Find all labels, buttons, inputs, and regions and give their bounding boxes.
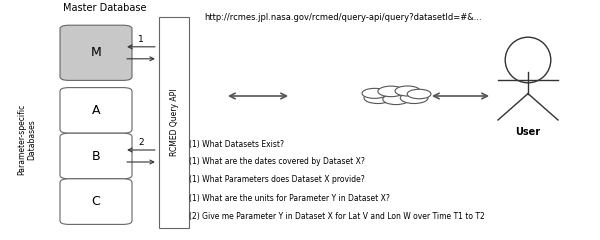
Text: A: A <box>92 104 100 117</box>
Text: http://rcmes.jpl.nasa.gov/rcmed/query-api/query?datasetId=#&...: http://rcmes.jpl.nasa.gov/rcmed/query-ap… <box>204 13 482 23</box>
Circle shape <box>378 86 404 97</box>
Circle shape <box>400 92 428 103</box>
Text: (1) What are the dates covered by Dataset X?: (1) What are the dates covered by Datase… <box>189 157 365 167</box>
Text: Parameter-specific
Databases: Parameter-specific Databases <box>17 104 37 175</box>
Circle shape <box>383 94 409 105</box>
Circle shape <box>395 86 420 96</box>
FancyBboxPatch shape <box>60 179 132 224</box>
Text: User: User <box>515 127 541 137</box>
Text: RCMED Query API: RCMED Query API <box>170 89 179 156</box>
Text: (1) What Parameters does Dataset X provide?: (1) What Parameters does Dataset X provi… <box>189 175 365 185</box>
Text: 2: 2 <box>138 138 144 147</box>
Text: C: C <box>92 195 100 208</box>
FancyBboxPatch shape <box>60 88 132 133</box>
Circle shape <box>364 92 392 103</box>
Text: (2) Give me Parameter Y in Dataset X for Lat V and Lon W over Time T1 to T2: (2) Give me Parameter Y in Dataset X for… <box>189 211 485 221</box>
Text: (1) What Datasets Exist?: (1) What Datasets Exist? <box>189 139 284 149</box>
Circle shape <box>407 89 431 99</box>
FancyBboxPatch shape <box>60 133 132 179</box>
Text: M: M <box>91 46 101 59</box>
FancyBboxPatch shape <box>60 25 132 80</box>
Ellipse shape <box>360 87 432 105</box>
Text: Master Database: Master Database <box>63 3 147 13</box>
Bar <box>159 17 189 228</box>
Text: 1: 1 <box>138 35 144 44</box>
Circle shape <box>362 88 387 98</box>
Text: B: B <box>92 150 100 162</box>
Text: (1) What are the units for Parameter Y in Dataset X?: (1) What are the units for Parameter Y i… <box>189 193 390 203</box>
